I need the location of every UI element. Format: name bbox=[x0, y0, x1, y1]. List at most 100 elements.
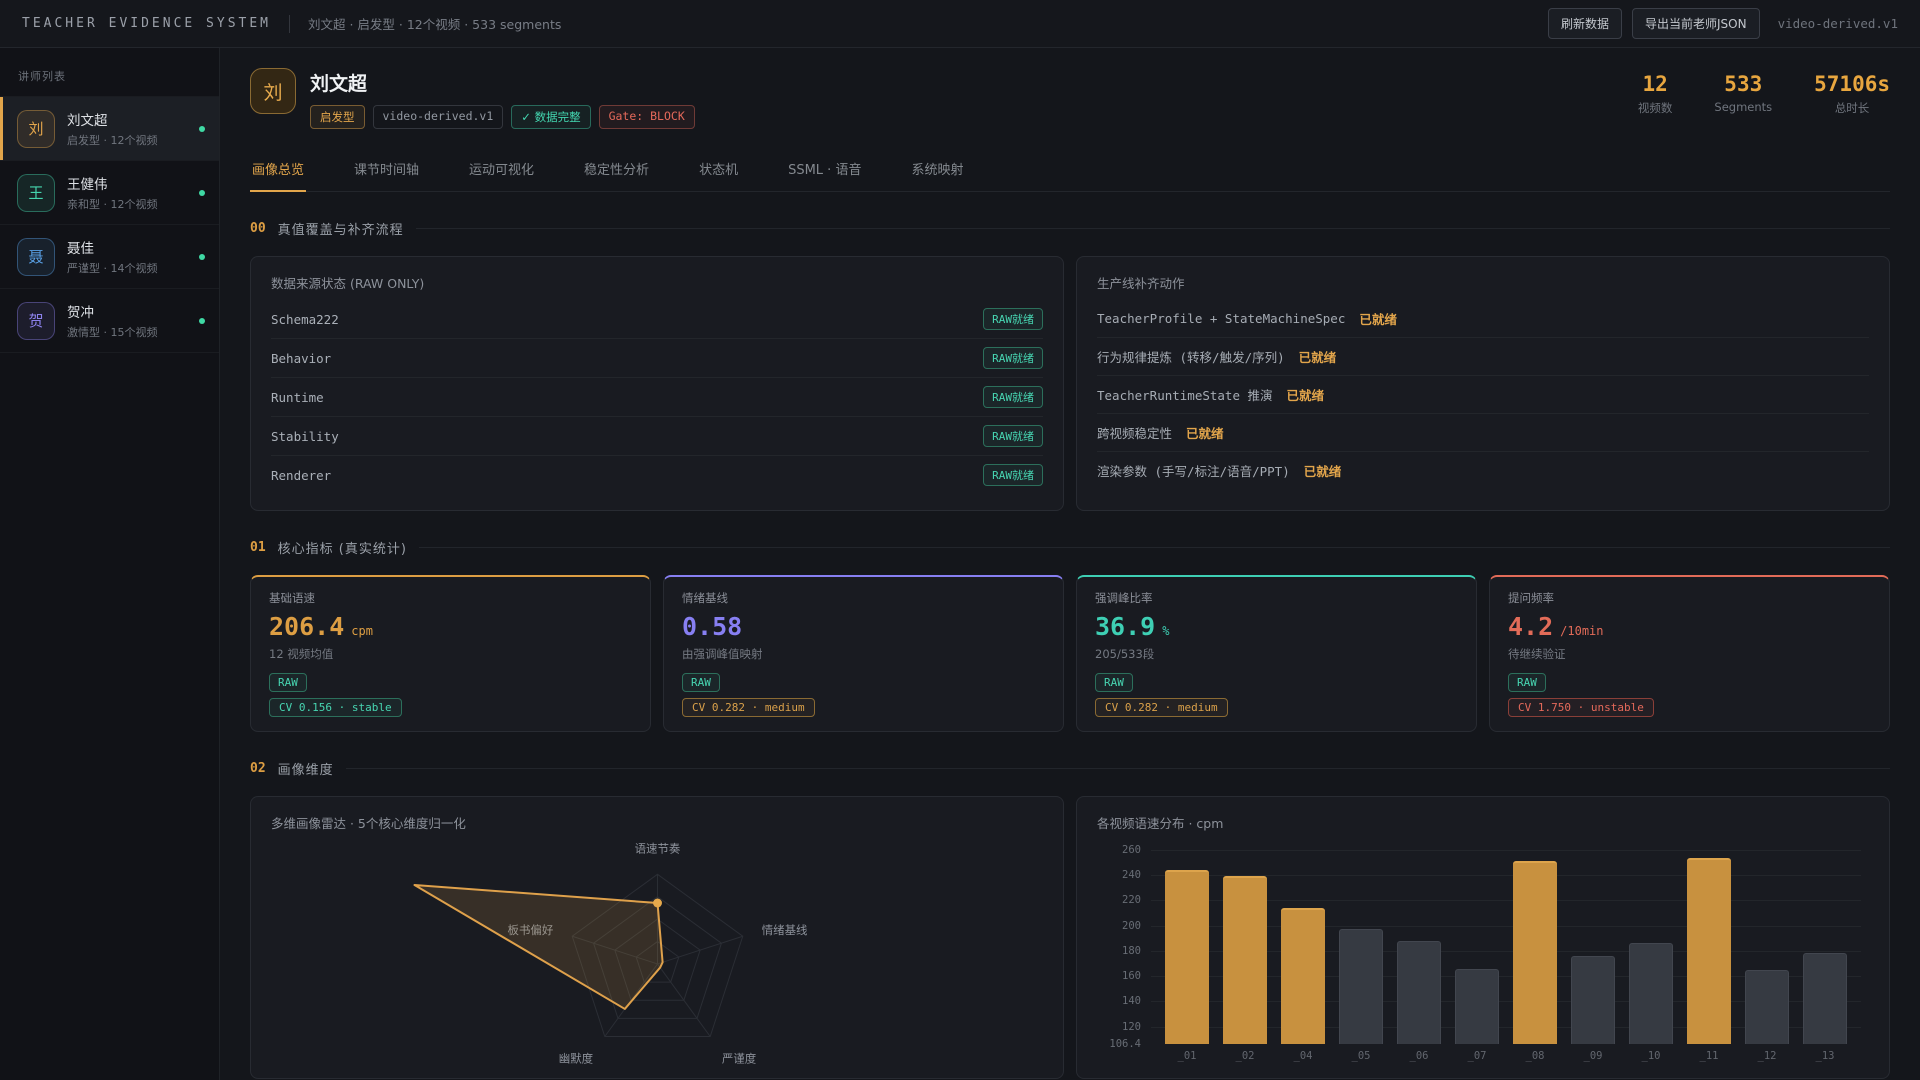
metric-unit: cpm bbox=[351, 624, 373, 638]
radar-axis-label: 严谨度 bbox=[722, 1052, 756, 1066]
metric-unit: % bbox=[1162, 624, 1170, 638]
bar-gridline bbox=[1151, 950, 1861, 952]
teacher-info: 刘文超 启发型 · 12个视频 bbox=[67, 109, 158, 148]
main-content: 刘 刘文超 启发型 video-derived.v1 ✓ 数据完整 Gate: … bbox=[220, 48, 1920, 1080]
data-source-row: Renderer RAW就绪 bbox=[271, 456, 1043, 494]
bar-gridline bbox=[1151, 1001, 1861, 1003]
pipeline-step-name: TeacherRuntimeState 推演 bbox=[1097, 388, 1273, 403]
topbar-divider bbox=[289, 14, 291, 33]
ready-status: 已就绪 bbox=[1286, 388, 1325, 403]
teacher-avatar: 刘 bbox=[17, 109, 55, 148]
sidebar-teacher-item[interactable]: 王王健伟 亲和型 · 12个视频 bbox=[0, 160, 219, 224]
teacher-meta: 严谨型 · 14个视频 bbox=[67, 262, 158, 275]
bar-chart-card: 各视频语速分布 · cpm 120 140 160 180 200 220 240 260 10… bbox=[1076, 796, 1890, 1079]
data-sources-title: 数据来源状态 (RAW ONLY) bbox=[271, 276, 425, 291]
metric-value-row: 0.58 bbox=[682, 612, 1045, 641]
sidebar-teacher-item[interactable]: 刘刘文超 启发型 · 12个视频 bbox=[0, 96, 219, 160]
metric-subtitle: 由强调峰值映射 bbox=[682, 647, 763, 661]
refresh-data-button[interactable]: 刷新数据 bbox=[1547, 8, 1622, 39]
export-json-button[interactable]: 导出当前老师JSON bbox=[1631, 8, 1760, 39]
tab-运动可视化[interactable]: 运动可视化 bbox=[469, 163, 535, 178]
data-source-row: Runtime RAW就绪 bbox=[271, 378, 1043, 417]
bar-_08 bbox=[1513, 861, 1557, 1044]
teacher-info: 王健伟 亲和型 · 12个视频 bbox=[67, 173, 158, 212]
x-tick-label: _09 bbox=[1583, 1050, 1603, 1062]
x-tick-label: _04 bbox=[1293, 1050, 1313, 1062]
data-sources-card: 数据来源状态 (RAW ONLY) Schema222 RAW就绪 Behavior… bbox=[250, 256, 1064, 511]
radar-spoke bbox=[657, 935, 743, 965]
bar-gridline bbox=[1151, 874, 1861, 876]
radar-axis-label: 板书偏好 bbox=[508, 923, 554, 937]
raw-ready-badge: RAW就绪 bbox=[983, 464, 1043, 486]
radar-spoke bbox=[572, 935, 658, 965]
y-tick-label: 200 bbox=[1122, 919, 1141, 932]
cv-badge: CV 0.282 · medium bbox=[682, 698, 815, 717]
metric-value-row: 4.2/10min bbox=[1508, 612, 1871, 641]
metric-unit: /10min bbox=[1560, 624, 1604, 638]
summary-stats: 12 视频数 533 Segments 57106s 总时长 bbox=[1638, 68, 1890, 116]
y-tick-label: 180 bbox=[1122, 944, 1141, 957]
tab-稳定性分析[interactable]: 稳定性分析 bbox=[584, 163, 650, 178]
app-brand: TEACHER EVIDENCE SYSTEM bbox=[22, 16, 272, 31]
metric-value: 0.58 bbox=[682, 612, 743, 641]
pipeline-row: TeacherProfile + StateMachineSpec 已就绪 bbox=[1097, 300, 1869, 338]
data-complete-badge: ✓ 数据完整 bbox=[511, 105, 591, 129]
teacher-name: 王健伟 bbox=[67, 177, 108, 193]
bar-gridline bbox=[1151, 925, 1861, 927]
metric-badges: RAW CV 1.750 · unstable bbox=[1508, 673, 1871, 717]
metric-label: 提问频率 bbox=[1508, 591, 1554, 605]
ready-status: 已就绪 bbox=[1186, 426, 1224, 441]
radar-axis-label: 幽默度 bbox=[559, 1052, 593, 1066]
y-baseline-label: 106.4 bbox=[1109, 1038, 1141, 1050]
pipeline-step-name: 跨视频稳定性 bbox=[1097, 426, 1173, 441]
ready-status: 已就绪 bbox=[1359, 312, 1397, 327]
sidebar-teacher-item[interactable]: 聂聂佳 严谨型 · 14个视频 bbox=[0, 224, 219, 288]
y-tick-label: 140 bbox=[1122, 995, 1141, 1008]
pipeline-row: 行为规律提炼 (转移/触发/序列) 已就绪 bbox=[1097, 338, 1869, 376]
teacher-avatar: 王 bbox=[17, 173, 55, 212]
metric-card: 情绪基线 0.58 由强调峰值映射 RAW CV 0.282 · medium bbox=[663, 575, 1064, 732]
sidebar-teacher-item[interactable]: 贺贺冲 激情型 · 15个视频 bbox=[0, 288, 219, 353]
pipeline-row: 跨视频稳定性 已就绪 bbox=[1097, 414, 1869, 452]
radar-vertex-dot bbox=[653, 898, 662, 908]
tab-系统映射[interactable]: 系统映射 bbox=[911, 163, 964, 178]
tab-SSML · 语音[interactable]: SSML · 语音 bbox=[788, 163, 862, 178]
teacher-name: 刘文超 bbox=[67, 113, 108, 129]
tab-状态机[interactable]: 状态机 bbox=[699, 163, 739, 178]
x-tick-label: _01 bbox=[1177, 1050, 1197, 1062]
pipeline-title: 生产线补齐动作 bbox=[1097, 276, 1185, 291]
metric-value: 4.2 bbox=[1508, 612, 1554, 641]
metric-subtitle: 12 视频均值 bbox=[269, 647, 334, 661]
stat-videos: 12 视频数 bbox=[1637, 72, 1673, 115]
online-dot bbox=[199, 317, 205, 324]
radar-axis-label: 语速节奏 bbox=[635, 841, 681, 855]
x-tick-label: _10 bbox=[1641, 1050, 1661, 1062]
main-tabs: 画像总览 课节时间轴 运动可视化 稳定性分析 状态机 SSML · 语音 系统映射 bbox=[250, 149, 1890, 192]
data-source-rows: Schema222 RAW就绪 Behavior RAW就绪 Runtime RAW就绪 S… bbox=[271, 300, 1043, 494]
bars-area bbox=[1151, 842, 1861, 1044]
radar-grid-ring bbox=[592, 896, 723, 1019]
radar-grid-ring bbox=[614, 918, 701, 1001]
metric-subtitle: 待继续验证 bbox=[1508, 647, 1566, 661]
y-tick-label: 220 bbox=[1122, 894, 1141, 907]
teacher-type-badge: 启发型 bbox=[310, 105, 365, 129]
metric-badges: RAW CV 0.282 · medium bbox=[682, 673, 1045, 717]
pipeline-step-name: 渲染参数 (手写/标注/语音/PPT) bbox=[1097, 464, 1290, 479]
teacher-meta: 激情型 · 15个视频 bbox=[67, 326, 158, 339]
pipeline-step-name: TeacherProfile + StateMachineSpec bbox=[1097, 311, 1346, 326]
tab-课节时间轴[interactable]: 课节时间轴 bbox=[354, 163, 420, 178]
source-name: Schema222 bbox=[271, 311, 339, 327]
tab-画像总览[interactable]: 画像总览 bbox=[250, 149, 307, 192]
radar-data-polygon bbox=[413, 884, 664, 1010]
x-tick-label: _12 bbox=[1757, 1050, 1777, 1062]
section-01-header: 01 核心指标 (真实统计) bbox=[250, 538, 1890, 557]
bar-_06 bbox=[1397, 940, 1441, 1044]
data-source-row: Schema222 RAW就绪 bbox=[271, 300, 1043, 339]
metric-value-row: 206.4 cpm bbox=[269, 612, 632, 641]
raw-ready-badge: RAW就绪 bbox=[983, 425, 1043, 447]
cv-badge: CV 0.282 · medium bbox=[1095, 698, 1228, 717]
teacher-sidebar: 讲师列表 刘刘文超 启发型 · 12个视频王王健伟 亲和型 · 12个视频聂聂佳 严谨… bbox=[0, 48, 220, 1080]
source-name: Behavior bbox=[271, 350, 332, 366]
x-tick-label: _13 bbox=[1815, 1050, 1835, 1062]
